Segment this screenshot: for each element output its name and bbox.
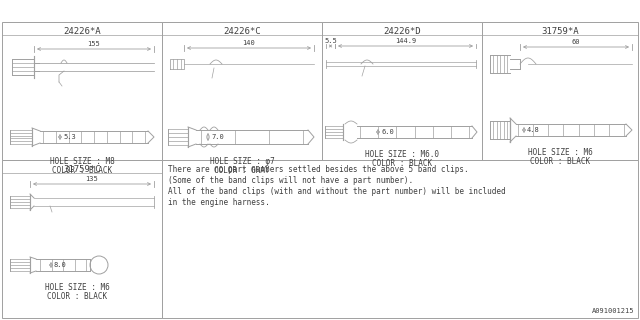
Text: 6.0: 6.0 (381, 129, 394, 135)
Bar (2, 22, 162, 160)
Text: 24226*A: 24226*A (63, 27, 101, 36)
Text: COLOR : BLACK: COLOR : BLACK (372, 159, 432, 168)
Text: HOLE SIZE : M6: HOLE SIZE : M6 (45, 283, 109, 292)
Text: 5.5: 5.5 (324, 38, 337, 44)
Text: 144.9: 144.9 (395, 38, 416, 44)
Text: in the engine harness.: in the engine harness. (168, 198, 269, 207)
Text: COLOR : BLACK: COLOR : BLACK (47, 292, 107, 301)
Bar (322, 22, 482, 160)
Text: 8.0: 8.0 (54, 262, 67, 268)
Bar (482, 22, 638, 160)
Text: 24226*C: 24226*C (223, 27, 261, 36)
Text: 5.3: 5.3 (63, 134, 76, 140)
Text: 155: 155 (88, 41, 100, 47)
Text: 7.0: 7.0 (211, 134, 224, 140)
Text: All of the band clips (with and without the part number) will be included: All of the band clips (with and without … (168, 187, 506, 196)
Bar (162, 22, 322, 160)
Text: 31759*C: 31759*C (63, 165, 101, 174)
Text: HOLE SIZE : M8: HOLE SIZE : M8 (50, 157, 115, 166)
Bar (2, 160, 162, 318)
Text: HOLE SIZE : φ7: HOLE SIZE : φ7 (210, 157, 275, 166)
Text: COLOR : BLACK: COLOR : BLACK (530, 157, 590, 166)
Text: 60: 60 (572, 39, 580, 45)
Text: 31759*A: 31759*A (541, 27, 579, 36)
Text: A091001215: A091001215 (591, 308, 634, 314)
Text: There are no part numbers settled besides the above 5 band clips.: There are no part numbers settled beside… (168, 165, 468, 174)
Text: 24226*D: 24226*D (383, 27, 421, 36)
Bar (162, 160, 638, 318)
Text: COLOR : BLACK: COLOR : BLACK (52, 166, 112, 175)
Text: 140: 140 (243, 40, 255, 46)
Text: (Some of the band clips will not have a part number).: (Some of the band clips will not have a … (168, 176, 413, 185)
Text: HOLE SIZE : M6.0: HOLE SIZE : M6.0 (365, 150, 439, 159)
Text: COLOR : GRAY: COLOR : GRAY (214, 166, 269, 175)
Text: 4.8: 4.8 (527, 127, 540, 133)
Text: HOLE SIZE : M6: HOLE SIZE : M6 (527, 148, 593, 157)
Text: 135: 135 (86, 176, 99, 182)
